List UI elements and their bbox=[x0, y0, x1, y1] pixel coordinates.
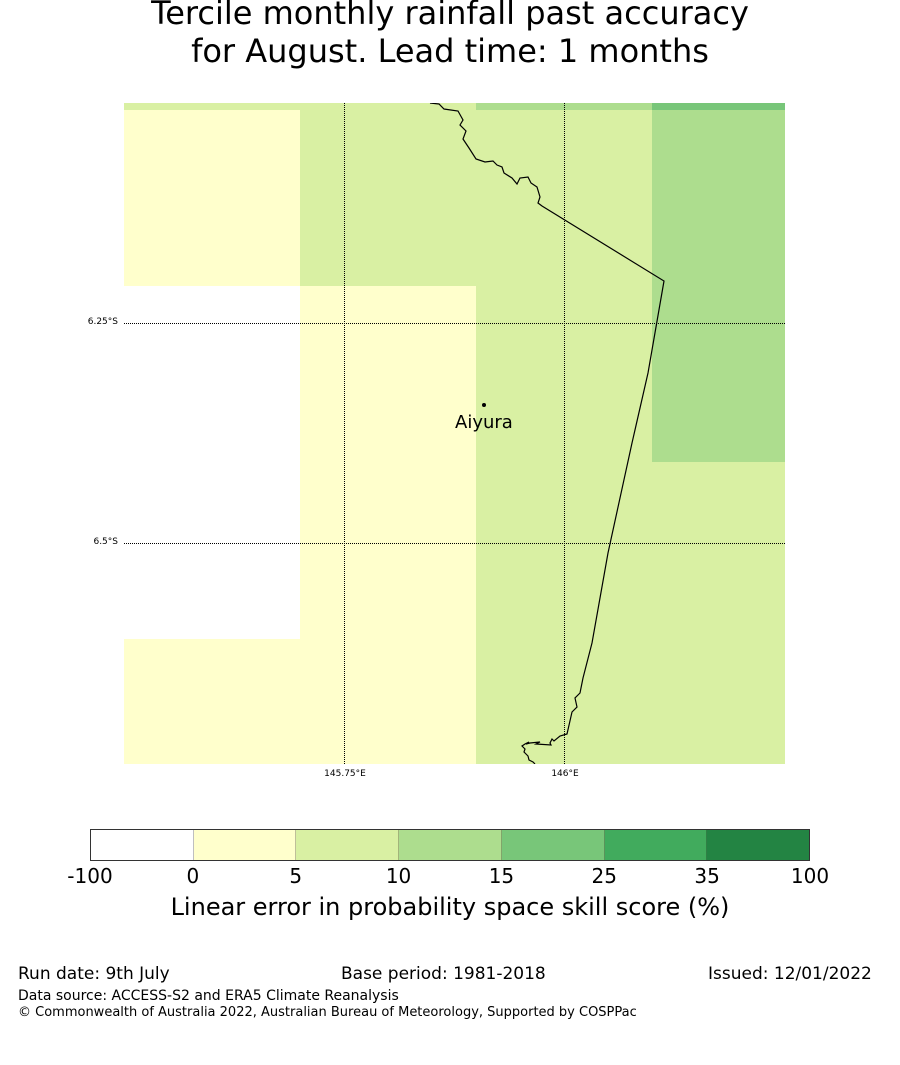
colorbar-label: Linear error in probability space skill … bbox=[170, 893, 730, 921]
map-cell bbox=[652, 462, 785, 764]
boundary-line bbox=[429, 103, 665, 764]
copyright: © Commonwealth of Australia 2022, Austra… bbox=[18, 1005, 637, 1020]
chart-title: Tercile monthly rainfall past accuracy f… bbox=[0, 0, 900, 70]
colorbar-tick-label: -100 bbox=[67, 864, 113, 888]
colorbar-segment bbox=[707, 830, 810, 860]
colorbar-tick-label: 10 bbox=[385, 864, 412, 888]
colorbar-tick-label: 15 bbox=[488, 864, 515, 888]
parallel-line bbox=[124, 323, 785, 324]
run-date: Run date: 9th July bbox=[18, 964, 170, 984]
colorbar-tick-label: 5 bbox=[289, 864, 303, 888]
town-label: Aiyura bbox=[455, 412, 513, 433]
map-cell bbox=[124, 286, 300, 639]
meridian-line bbox=[564, 103, 565, 764]
lon-label: 145.75°E bbox=[324, 769, 366, 779]
colorbar-segment bbox=[399, 830, 502, 860]
colorbar-segment bbox=[604, 830, 708, 860]
map-cell bbox=[124, 103, 476, 110]
lat-label: 6.5°S bbox=[93, 537, 118, 547]
colorbar-segment bbox=[91, 830, 194, 860]
map-cell bbox=[652, 286, 785, 462]
map-cell bbox=[300, 286, 476, 764]
colorbar bbox=[90, 829, 810, 861]
map-cell bbox=[652, 110, 785, 286]
colorbar-tick-label: 25 bbox=[591, 864, 617, 888]
issued-date: Issued: 12/01/2022 bbox=[708, 964, 872, 984]
meridian-line bbox=[344, 103, 345, 764]
colorbar-segment bbox=[501, 830, 605, 860]
town-marker bbox=[482, 403, 486, 407]
map-cell bbox=[300, 110, 476, 286]
skill-map: Aiyura bbox=[124, 103, 785, 764]
data-source: Data source: ACCESS-S2 and ERA5 Climate … bbox=[18, 988, 399, 1004]
colorbar-tick-label: 0 bbox=[186, 864, 200, 888]
lat-label: 6.25°S bbox=[87, 317, 118, 327]
lon-label: 146°E bbox=[551, 769, 579, 779]
colorbar-segment bbox=[193, 830, 297, 860]
title-line-2: for August. Lead time: 1 months bbox=[191, 32, 709, 70]
parallel-line bbox=[124, 543, 785, 544]
base-period: Base period: 1981-2018 bbox=[341, 964, 546, 984]
map-cell bbox=[124, 110, 300, 286]
colorbar-segment bbox=[296, 830, 400, 860]
title-line-1: Tercile monthly rainfall past accuracy bbox=[151, 0, 749, 32]
colorbar-tick-label: 100 bbox=[790, 864, 830, 888]
map-cell bbox=[652, 103, 785, 110]
map-cell bbox=[124, 639, 300, 764]
colorbar-tick-label: 35 bbox=[694, 864, 720, 888]
